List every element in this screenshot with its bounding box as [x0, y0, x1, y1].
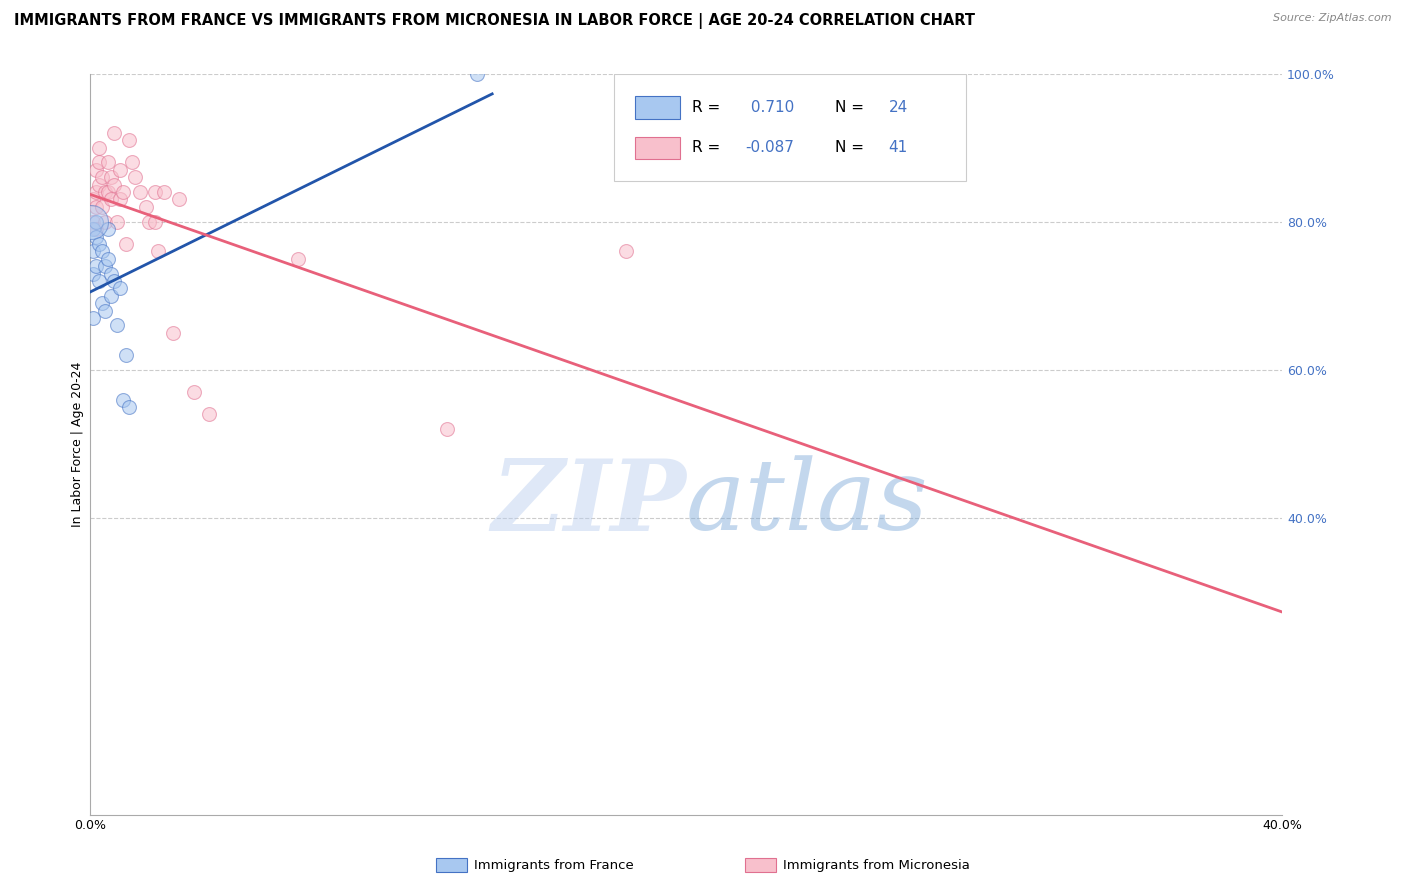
- Point: [114, 348, 136, 362]
- Point: [93, 215, 115, 229]
- Point: [111, 392, 134, 407]
- Point: [108, 193, 131, 207]
- Point: [84, 185, 107, 199]
- Text: N =: N =: [835, 140, 863, 155]
- Text: atlas: atlas: [686, 456, 928, 551]
- Point: [287, 252, 309, 266]
- FancyBboxPatch shape: [614, 73, 966, 181]
- Point: [87, 140, 110, 154]
- Point: [100, 267, 122, 281]
- Point: [145, 215, 167, 229]
- Point: [121, 155, 143, 169]
- Text: Immigrants from France: Immigrants from France: [474, 859, 634, 871]
- Bar: [634, 96, 681, 119]
- Text: -0.087: -0.087: [745, 140, 794, 155]
- Point: [82, 215, 104, 229]
- Point: [84, 200, 107, 214]
- Point: [80, 215, 103, 229]
- Point: [111, 185, 134, 199]
- Point: [108, 281, 131, 295]
- Point: [82, 222, 104, 236]
- Point: [90, 200, 112, 214]
- Point: [93, 259, 115, 273]
- Point: [105, 318, 128, 333]
- Point: [87, 236, 110, 251]
- Point: [84, 229, 107, 244]
- Point: [84, 162, 107, 177]
- Point: [97, 185, 120, 199]
- Text: ZIP: ZIP: [491, 455, 686, 551]
- Point: [82, 267, 104, 281]
- Point: [84, 259, 107, 273]
- Point: [82, 193, 104, 207]
- Point: [84, 222, 107, 236]
- Point: [105, 215, 128, 229]
- Text: IMMIGRANTS FROM FRANCE VS IMMIGRANTS FROM MICRONESIA IN LABOR FORCE | AGE 20-24 : IMMIGRANTS FROM FRANCE VS IMMIGRANTS FRO…: [14, 13, 974, 29]
- Point: [198, 408, 221, 422]
- Point: [129, 185, 152, 199]
- Point: [84, 215, 107, 229]
- Point: [614, 244, 637, 259]
- Text: N =: N =: [835, 100, 863, 115]
- Y-axis label: In Labor Force | Age 20-24: In Labor Force | Age 20-24: [72, 361, 84, 526]
- Text: Source: ZipAtlas.com: Source: ZipAtlas.com: [1274, 13, 1392, 23]
- Point: [117, 133, 139, 147]
- Point: [117, 400, 139, 414]
- Point: [93, 303, 115, 318]
- Point: [87, 274, 110, 288]
- Text: 41: 41: [889, 140, 908, 155]
- Point: [103, 274, 125, 288]
- Text: R =: R =: [692, 140, 720, 155]
- Point: [103, 126, 125, 140]
- Point: [90, 244, 112, 259]
- Point: [183, 385, 205, 400]
- Point: [97, 222, 120, 236]
- Text: R =: R =: [692, 100, 720, 115]
- Point: [148, 244, 170, 259]
- Point: [90, 170, 112, 185]
- Point: [138, 215, 160, 229]
- Point: [114, 236, 136, 251]
- Point: [436, 422, 458, 436]
- Point: [145, 185, 167, 199]
- Point: [100, 170, 122, 185]
- Text: Immigrants from Micronesia: Immigrants from Micronesia: [783, 859, 970, 871]
- Point: [97, 155, 120, 169]
- Point: [87, 178, 110, 192]
- Point: [162, 326, 184, 340]
- Text: 0.710: 0.710: [745, 100, 794, 115]
- Point: [100, 289, 122, 303]
- Point: [100, 193, 122, 207]
- Point: [124, 170, 146, 185]
- Point: [87, 155, 110, 169]
- Point: [93, 185, 115, 199]
- Point: [135, 200, 157, 214]
- Text: 24: 24: [889, 100, 908, 115]
- Point: [103, 178, 125, 192]
- Point: [108, 162, 131, 177]
- Point: [97, 252, 120, 266]
- Point: [167, 193, 190, 207]
- Point: [82, 311, 104, 326]
- Point: [82, 244, 104, 259]
- Point: [153, 185, 176, 199]
- Bar: [634, 136, 681, 159]
- Point: [90, 296, 112, 310]
- Point: [465, 66, 488, 80]
